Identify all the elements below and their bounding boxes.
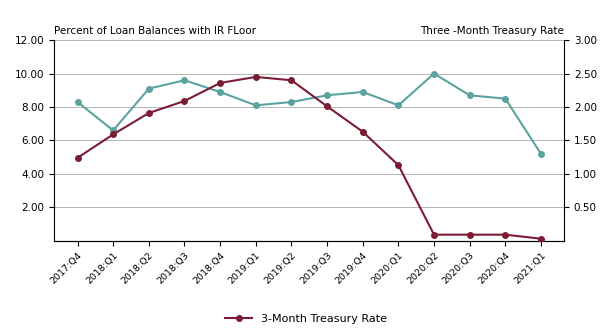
Percent of New Loans with IR Floor [430, 71, 438, 75]
3-Month Treasury Rate [323, 104, 330, 108]
Percent of New Loans with IR Floor [252, 103, 259, 107]
Percent of New Loans with IR Floor [288, 100, 295, 104]
Line: Percent of New Loans with IR Floor: Percent of New Loans with IR Floor [75, 71, 543, 157]
Percent of New Loans with IR Floor [181, 78, 188, 82]
Percent of New Loans with IR Floor [74, 100, 81, 104]
Percent of New Loans with IR Floor [502, 97, 509, 101]
Percent of New Loans with IR Floor [359, 90, 367, 94]
3-Month Treasury Rate [537, 237, 545, 241]
3-Month Treasury Rate [145, 111, 152, 115]
3-Month Treasury Rate [110, 132, 117, 136]
Percent of New Loans with IR Floor [110, 128, 117, 132]
3-Month Treasury Rate [181, 99, 188, 103]
3-Month Treasury Rate [466, 233, 473, 237]
3-Month Treasury Rate [217, 81, 224, 85]
Percent of New Loans with IR Floor [466, 93, 473, 97]
Percent of New Loans with IR Floor [217, 90, 224, 94]
Legend: 3-Month Treasury Rate: 3-Month Treasury Rate [220, 310, 392, 328]
Line: 3-Month Treasury Rate: 3-Month Treasury Rate [75, 74, 543, 241]
3-Month Treasury Rate [502, 233, 509, 237]
3-Month Treasury Rate [359, 130, 367, 134]
Percent of New Loans with IR Floor [395, 103, 402, 107]
Text: Percent of Loan Balances with IR FLoor: Percent of Loan Balances with IR FLoor [54, 26, 256, 36]
3-Month Treasury Rate [252, 75, 259, 79]
3-Month Treasury Rate [430, 233, 438, 237]
3-Month Treasury Rate [74, 156, 81, 160]
Percent of New Loans with IR Floor [323, 93, 330, 97]
Percent of New Loans with IR Floor [537, 152, 545, 156]
3-Month Treasury Rate [395, 163, 402, 167]
3-Month Treasury Rate [288, 78, 295, 82]
Percent of New Loans with IR Floor [145, 87, 152, 91]
Text: Three -Month Treasury Rate: Three -Month Treasury Rate [420, 26, 564, 36]
